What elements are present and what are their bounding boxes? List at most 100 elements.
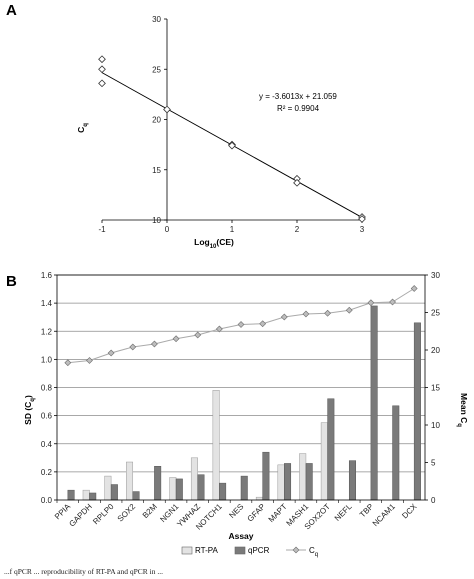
cq-data-point	[389, 298, 396, 306]
qpcr-bar	[413, 322, 421, 501]
panel-a-x-axis-title: Log10(CE)	[194, 237, 234, 250]
panel-a-y-tick-label: 15	[152, 166, 161, 175]
panel-b-chart: 0.0 0.2 0.4 0.6 0.8 1.0 1.2 1.4 1.6 0 5 10 15 20 25 30…	[23, 271, 469, 558]
qpcr-bar	[284, 463, 292, 501]
panel-b-left-tick-label: 1.4	[41, 299, 53, 308]
cq-data-point	[302, 310, 310, 318]
legend-cq-marker	[292, 546, 300, 554]
panel-b-category-label: GAPDH	[67, 502, 94, 529]
panel-b-right-tick-label: 0	[431, 496, 436, 505]
panel-b-right-ticks: 0 5 10 15 20 25 30	[425, 271, 440, 505]
panel-a-label: A	[6, 2, 17, 19]
panel-a-equation: y = -3.6013x + 21.059	[259, 92, 337, 101]
panel-b-left-tick-label: 0.8	[41, 384, 53, 393]
panel-b-right-tick-label: 20	[431, 346, 440, 355]
qpcr-bar	[305, 463, 313, 501]
panel-b-category-label: RPLP0	[91, 502, 116, 527]
panel-b-left-tick-label: 1.0	[41, 355, 53, 364]
panel-b-cq-line	[64, 285, 418, 367]
rt-pa-bar	[212, 390, 220, 501]
panel-b-left-tick-label: 1.2	[41, 327, 53, 336]
panel-b-gridlines	[57, 274, 425, 473]
panel-b-left-tick-label: 0.2	[41, 468, 53, 477]
cq-data-point	[367, 299, 375, 307]
panel-b-category-label: NEFL	[333, 502, 354, 523]
legend-label: qPCR	[248, 546, 270, 555]
qpcr-bar	[175, 478, 183, 501]
cq-data-point	[64, 359, 72, 367]
panel-a-data-point	[293, 178, 301, 187]
panel-b-label: B	[6, 273, 17, 290]
panel-a-data-point	[98, 79, 106, 88]
panel-a-y-ticks: 10 15 20 25 30	[152, 15, 167, 225]
panel-b-left-tick-label: 1.6	[41, 271, 53, 280]
legend-swatch-rt-pa	[181, 546, 193, 555]
qpcr-bar	[348, 460, 356, 501]
legend-swatch-qpcr	[234, 546, 246, 555]
panel-b-category-label: GFAP	[246, 502, 267, 523]
panel-b-category-label: TBP	[358, 502, 375, 519]
panel-b-left-tick-label: 0.6	[41, 412, 53, 421]
figure-caption: ...f qPCR ... reproducibility of RT-PA a…	[4, 567, 163, 576]
panel-a-y-tick-label: 30	[152, 15, 161, 24]
panel-b-category-label: B2M	[141, 502, 159, 520]
panel-a-data-point	[98, 65, 106, 74]
legend-label: Cq	[309, 546, 318, 558]
qpcr-bar	[240, 475, 248, 501]
cq-data-point	[172, 335, 180, 343]
panel-b-category-label: NES	[227, 502, 245, 520]
panel-a-y-tick-label: 20	[152, 116, 161, 125]
rt-pa-bar	[320, 422, 328, 501]
qpcr-bar	[154, 466, 162, 501]
rt-pa-bar	[169, 477, 177, 501]
qpcr-bar	[110, 484, 118, 501]
qpcr-bar	[89, 492, 97, 501]
cq-data-point	[324, 309, 332, 317]
qpcr-bar	[132, 491, 140, 501]
panel-b-left-tick-label: 0.4	[41, 440, 53, 449]
panel-a-y-axis-title: Cq	[76, 123, 89, 133]
panel-b-left-axis-title: SD (Cq)	[23, 395, 36, 425]
panel-b-left-tick-label: 0.0	[41, 496, 53, 505]
panel-b-right-axis-title: Mean Cq	[456, 393, 469, 427]
rt-pa-bar	[126, 461, 134, 501]
panel-a-y-tick-label: 25	[152, 65, 161, 74]
cq-data-point	[150, 340, 158, 348]
panel-a-data-point	[228, 141, 236, 150]
cq-data-point	[410, 285, 418, 292]
panel-b-right-tick-label: 5	[431, 459, 436, 468]
panel-b-category-label: PPIA	[53, 502, 73, 522]
cq-data-point	[345, 306, 353, 314]
panel-a-r2: R² = 0.9904	[277, 104, 320, 113]
qpcr-bar	[327, 398, 335, 501]
panel-a-x-tick-label: -1	[98, 225, 106, 234]
cq-data-point	[194, 331, 202, 339]
rt-pa-bar	[299, 453, 307, 501]
cq-data-point	[129, 343, 137, 351]
rt-pa-bar	[82, 489, 90, 501]
cq-data-point	[215, 325, 223, 333]
panel-b-right-tick-label: 30	[431, 271, 440, 280]
panel-b-right-tick-label: 15	[431, 384, 440, 393]
panel-a-x-tick-label: 3	[360, 225, 365, 234]
cq-data-point	[237, 321, 245, 328]
qpcr-bar	[262, 451, 270, 501]
legend-label: RT-PA	[195, 546, 218, 555]
panel-a-x-tick-label: 1	[230, 225, 235, 234]
rt-pa-bar	[255, 496, 263, 501]
panel-b-bars	[67, 305, 421, 501]
rt-pa-bar	[104, 475, 112, 501]
panel-b-category-label: NCAM1	[371, 502, 398, 529]
rt-pa-bar	[277, 464, 285, 501]
panel-a-data-point	[358, 215, 366, 223]
cq-data-point	[259, 320, 267, 328]
qpcr-bar	[67, 489, 75, 501]
panel-a-x-tick-label: 0	[165, 225, 170, 234]
panel-a-x-tick-label: 2	[295, 225, 300, 234]
panel-b-right-tick-label: 10	[431, 421, 440, 430]
qpcr-bar	[219, 482, 227, 501]
panel-b-x-axis-title: Assay	[228, 531, 253, 541]
panel-a-y-tick-label: 10	[152, 216, 161, 225]
